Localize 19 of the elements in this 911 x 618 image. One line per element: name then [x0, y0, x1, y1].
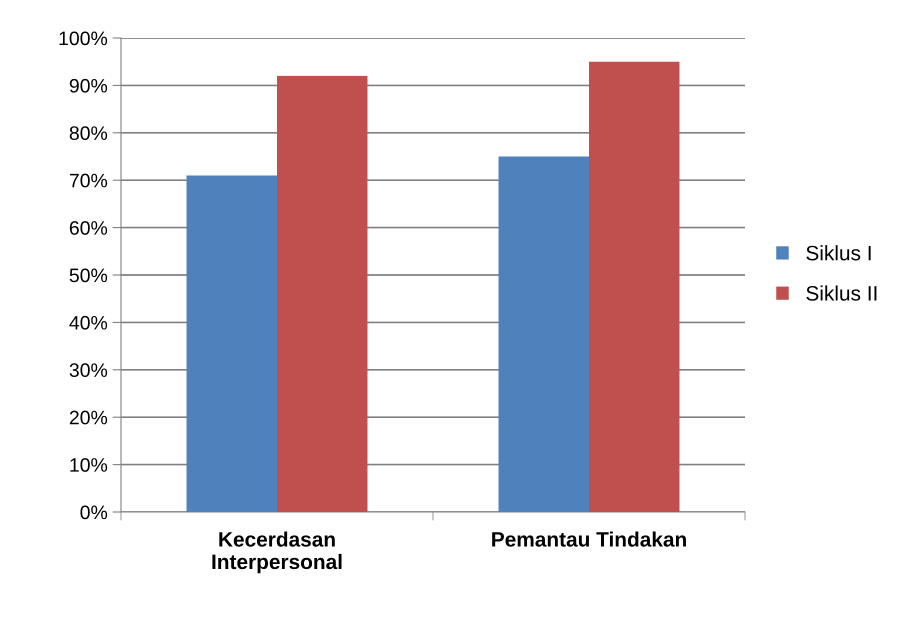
y-tick-label: 0% — [80, 505, 108, 520]
x-tick-label: Pemantau Tindakan — [492, 531, 686, 547]
y-tick-label: 20% — [70, 410, 108, 424]
y-tick-label: 70% — [70, 174, 108, 188]
legend-label: Siklus I — [806, 245, 871, 260]
y-tick-label: 30% — [70, 363, 108, 378]
bar — [186, 175, 277, 512]
x-tick-label: Kecerdasan Interpersonal — [212, 531, 342, 574]
y-tick-label: 10% — [70, 458, 108, 472]
y-tick-label: 90% — [70, 78, 108, 93]
bar — [589, 62, 680, 512]
bar — [498, 156, 589, 512]
y-tick-label: 50% — [70, 268, 108, 282]
y-tick-label: 80% — [70, 126, 108, 140]
y-tick-label: 60% — [70, 221, 108, 235]
y-tick-label: 40% — [69, 316, 108, 330]
legend-label: Siklus II — [806, 285, 876, 301]
y-tick-label: 100% — [60, 31, 108, 46]
bar — [277, 76, 368, 512]
